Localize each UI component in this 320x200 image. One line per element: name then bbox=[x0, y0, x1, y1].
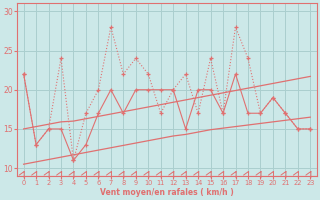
X-axis label: Vent moyen/en rafales ( km/h ): Vent moyen/en rafales ( km/h ) bbox=[100, 188, 234, 197]
